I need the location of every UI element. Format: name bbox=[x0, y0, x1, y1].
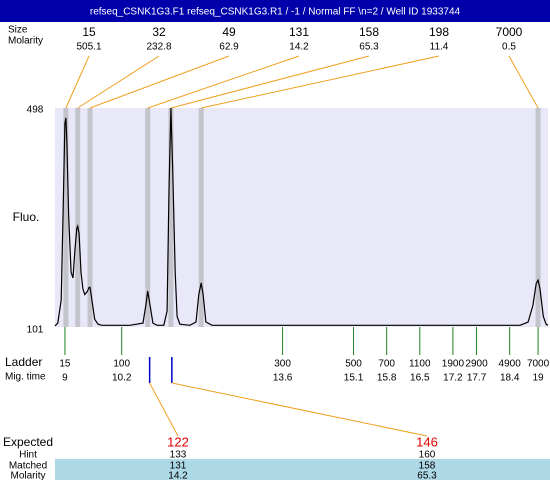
peak-molarity: 11.4 bbox=[430, 42, 449, 53]
expected-row-label: Molarity bbox=[10, 471, 45, 480]
ladder-time: 15.1 bbox=[344, 373, 364, 384]
matched-band bbox=[55, 459, 550, 480]
expected-row-label: Hint bbox=[19, 450, 37, 461]
peak-band bbox=[198, 108, 204, 327]
matched-size: 131 bbox=[170, 461, 187, 472]
ladder-time: 16.5 bbox=[410, 373, 430, 384]
ladder-size: 500 bbox=[345, 359, 362, 370]
peak-molarity: 65.3 bbox=[359, 42, 379, 53]
peak-molarity: 505.1 bbox=[76, 42, 101, 53]
matched-molarity: 14.2 bbox=[168, 471, 188, 480]
peak-connector bbox=[147, 55, 300, 109]
peak-band bbox=[87, 108, 93, 327]
ladder-time: 13.6 bbox=[273, 373, 293, 384]
peak-connector bbox=[170, 55, 370, 109]
peak-connector bbox=[508, 55, 539, 109]
expected-size: 146 bbox=[416, 434, 438, 449]
peak-size: 32 bbox=[152, 25, 166, 39]
peak-connector bbox=[201, 55, 440, 109]
title-bar bbox=[0, 0, 550, 22]
ladder-time: 17.7 bbox=[467, 373, 487, 384]
ladder-time: 19 bbox=[533, 373, 545, 384]
ladder-size: 7000 bbox=[527, 359, 550, 370]
y-tick-label: 498 bbox=[27, 105, 44, 116]
peak-molarity: 0.5 bbox=[502, 42, 516, 53]
ladder-size: 700 bbox=[378, 359, 395, 370]
expected-size: 122 bbox=[167, 434, 189, 449]
ladder-size: 2900 bbox=[465, 359, 488, 370]
mig-time-label: Mig. time bbox=[5, 372, 46, 383]
ladder-size: 15 bbox=[59, 359, 71, 370]
expected-row-label: Expected bbox=[3, 435, 53, 449]
ladder-size: 300 bbox=[274, 359, 291, 370]
matched-molarity: 65.3 bbox=[417, 471, 437, 480]
peak-molarity: 232.8 bbox=[146, 42, 171, 53]
expected-connector bbox=[149, 382, 179, 437]
size-label: Size bbox=[8, 25, 28, 36]
peak-band bbox=[535, 108, 541, 327]
expected-connector bbox=[171, 382, 428, 437]
y-axis-label: Fluo. bbox=[13, 210, 40, 224]
matched-size: 158 bbox=[419, 461, 436, 472]
peak-band bbox=[168, 108, 174, 327]
window-title: refseq_CSNK1G3.F1 refseq_CSNK1G3.R1 / -1… bbox=[90, 7, 461, 18]
ladder-size: 100 bbox=[113, 359, 130, 370]
hint-size: 160 bbox=[419, 450, 436, 461]
peak-band bbox=[63, 108, 69, 327]
peak-connector bbox=[77, 55, 160, 109]
peak-connector bbox=[89, 55, 230, 109]
peak-size: 198 bbox=[429, 25, 449, 39]
y-tick-label: 101 bbox=[27, 325, 44, 336]
ladder-size: 1100 bbox=[409, 359, 431, 370]
peak-connector bbox=[65, 55, 90, 109]
peak-size: 15 bbox=[82, 25, 96, 39]
ladder-time: 18.4 bbox=[500, 373, 520, 384]
molarity-label: Molarity bbox=[8, 36, 43, 47]
expected-row-label: Matched bbox=[9, 461, 47, 472]
ladder-label: Ladder bbox=[5, 355, 42, 369]
ladder-size: 1900 bbox=[442, 359, 465, 370]
peak-size: 7000 bbox=[496, 25, 523, 39]
plot-area bbox=[55, 108, 548, 327]
ladder-time: 9 bbox=[62, 373, 68, 384]
peak-band bbox=[145, 108, 151, 327]
peak-size: 49 bbox=[222, 25, 236, 39]
hint-size: 133 bbox=[170, 450, 187, 461]
peak-molarity: 14.2 bbox=[289, 42, 309, 53]
peak-size: 158 bbox=[359, 25, 379, 39]
ladder-time: 10.2 bbox=[112, 373, 132, 384]
peak-molarity: 62.9 bbox=[219, 42, 239, 53]
peak-band bbox=[75, 108, 81, 327]
fluorescence-trace bbox=[54, 107, 549, 327]
peak-size: 131 bbox=[289, 25, 309, 39]
ladder-size: 4900 bbox=[499, 359, 522, 370]
ladder-time: 15.8 bbox=[377, 373, 397, 384]
ladder-time: 17.2 bbox=[443, 373, 463, 384]
